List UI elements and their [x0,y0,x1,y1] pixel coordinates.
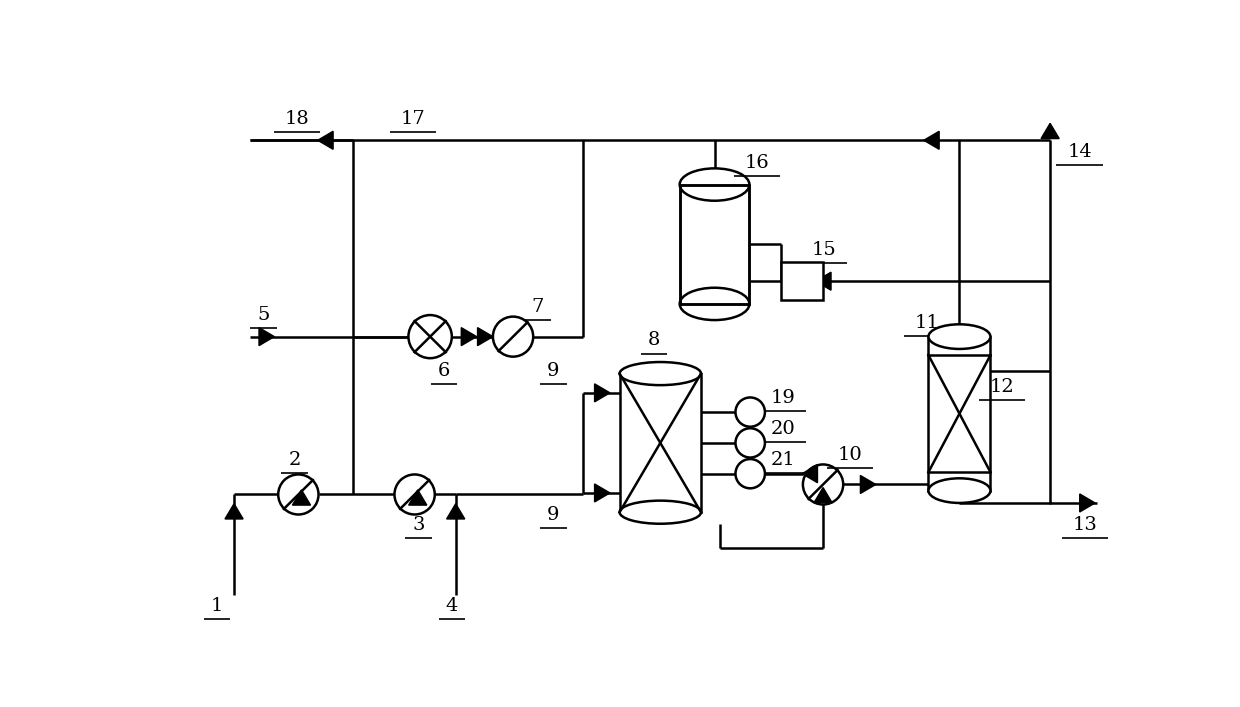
Text: 9: 9 [547,362,559,380]
Polygon shape [813,488,832,503]
Text: 8: 8 [649,332,660,349]
Polygon shape [446,503,465,519]
Text: 1: 1 [211,597,223,615]
Text: 4: 4 [445,597,458,615]
Circle shape [735,397,765,427]
Polygon shape [1080,494,1095,512]
Text: 11: 11 [915,314,939,332]
Polygon shape [924,132,939,149]
Text: 19: 19 [770,390,795,407]
Text: 6: 6 [438,362,450,380]
Polygon shape [861,476,875,493]
Text: 18: 18 [284,110,309,128]
Text: 15: 15 [811,241,836,259]
Bar [620,373,701,512]
Text: 2: 2 [289,451,300,469]
Ellipse shape [620,501,701,524]
Ellipse shape [620,362,701,385]
Text: 21: 21 [770,451,795,469]
Bar [929,337,991,491]
Circle shape [735,428,765,457]
Polygon shape [594,484,610,502]
Polygon shape [317,132,334,149]
Polygon shape [224,503,243,519]
Text: 20: 20 [770,420,795,438]
Polygon shape [293,490,310,505]
Bar [680,185,749,304]
Text: 14: 14 [1068,143,1092,160]
Ellipse shape [929,325,991,349]
Text: 17: 17 [401,110,425,128]
Ellipse shape [929,479,991,503]
Bar [680,185,749,304]
Text: 10: 10 [838,446,863,464]
Polygon shape [477,327,494,346]
Circle shape [735,459,765,489]
Polygon shape [259,327,274,346]
Bar [781,262,823,300]
Polygon shape [594,384,610,402]
Polygon shape [1042,123,1059,139]
Text: 3: 3 [412,516,425,534]
Bar [620,373,701,512]
Bar [929,337,991,491]
Bar [680,185,749,304]
Polygon shape [816,272,831,290]
Text: 5: 5 [258,306,269,324]
Polygon shape [461,327,476,346]
Text: 7: 7 [532,298,544,316]
Polygon shape [409,490,427,505]
Polygon shape [802,464,817,483]
Text: 9: 9 [547,506,559,523]
Text: 12: 12 [990,378,1014,396]
Text: 16: 16 [745,154,770,172]
Text: 13: 13 [1073,515,1097,534]
